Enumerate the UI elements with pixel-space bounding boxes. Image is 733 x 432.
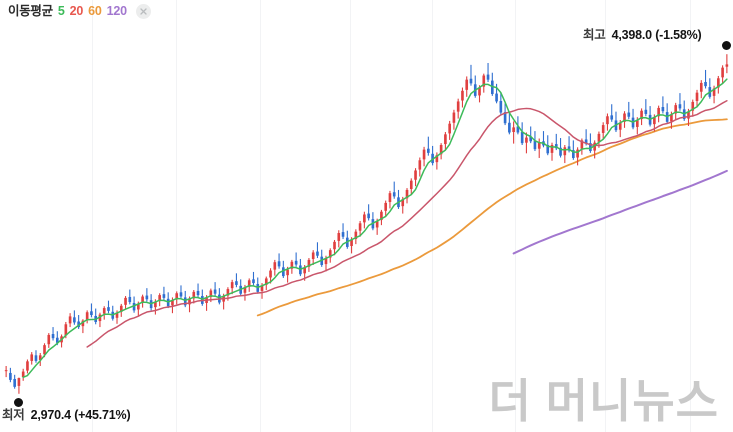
- ma-line-120: [512, 169, 728, 255]
- close-icon[interactable]: [135, 3, 151, 19]
- ma-line-60: [256, 118, 728, 317]
- ma-period-60[interactable]: 60: [88, 3, 102, 18]
- ma-period-20[interactable]: 20: [69, 3, 84, 18]
- candlestick-series: [4, 54, 729, 394]
- ma-line-20: [86, 99, 728, 348]
- low-marker-dot: [14, 397, 24, 407]
- high-label: 최고: [583, 28, 606, 43]
- high-marker-dot: [722, 41, 732, 51]
- ma-line-5: [22, 78, 728, 379]
- high-price-annotation: 최고 4,398.0 (-1.58%): [583, 24, 702, 43]
- ma-legend-title: 이동평균: [8, 3, 53, 18]
- low-label: 최저: [2, 408, 25, 422]
- moving-average-legend: 이동평균 5 20 60 120: [8, 1, 151, 21]
- ma-period-120[interactable]: 120: [106, 3, 127, 18]
- ma-period-5[interactable]: 5: [57, 3, 65, 18]
- low-value: 2,970.4 (+45.71%): [30, 408, 131, 422]
- watermark: 더 머니뉴스: [488, 375, 719, 427]
- grid-lines: [92, 0, 691, 432]
- low-price-annotation: 최저 2,970.4 (+45.71%): [2, 404, 131, 423]
- high-value: 4,398.0 (-1.58%): [611, 28, 702, 43]
